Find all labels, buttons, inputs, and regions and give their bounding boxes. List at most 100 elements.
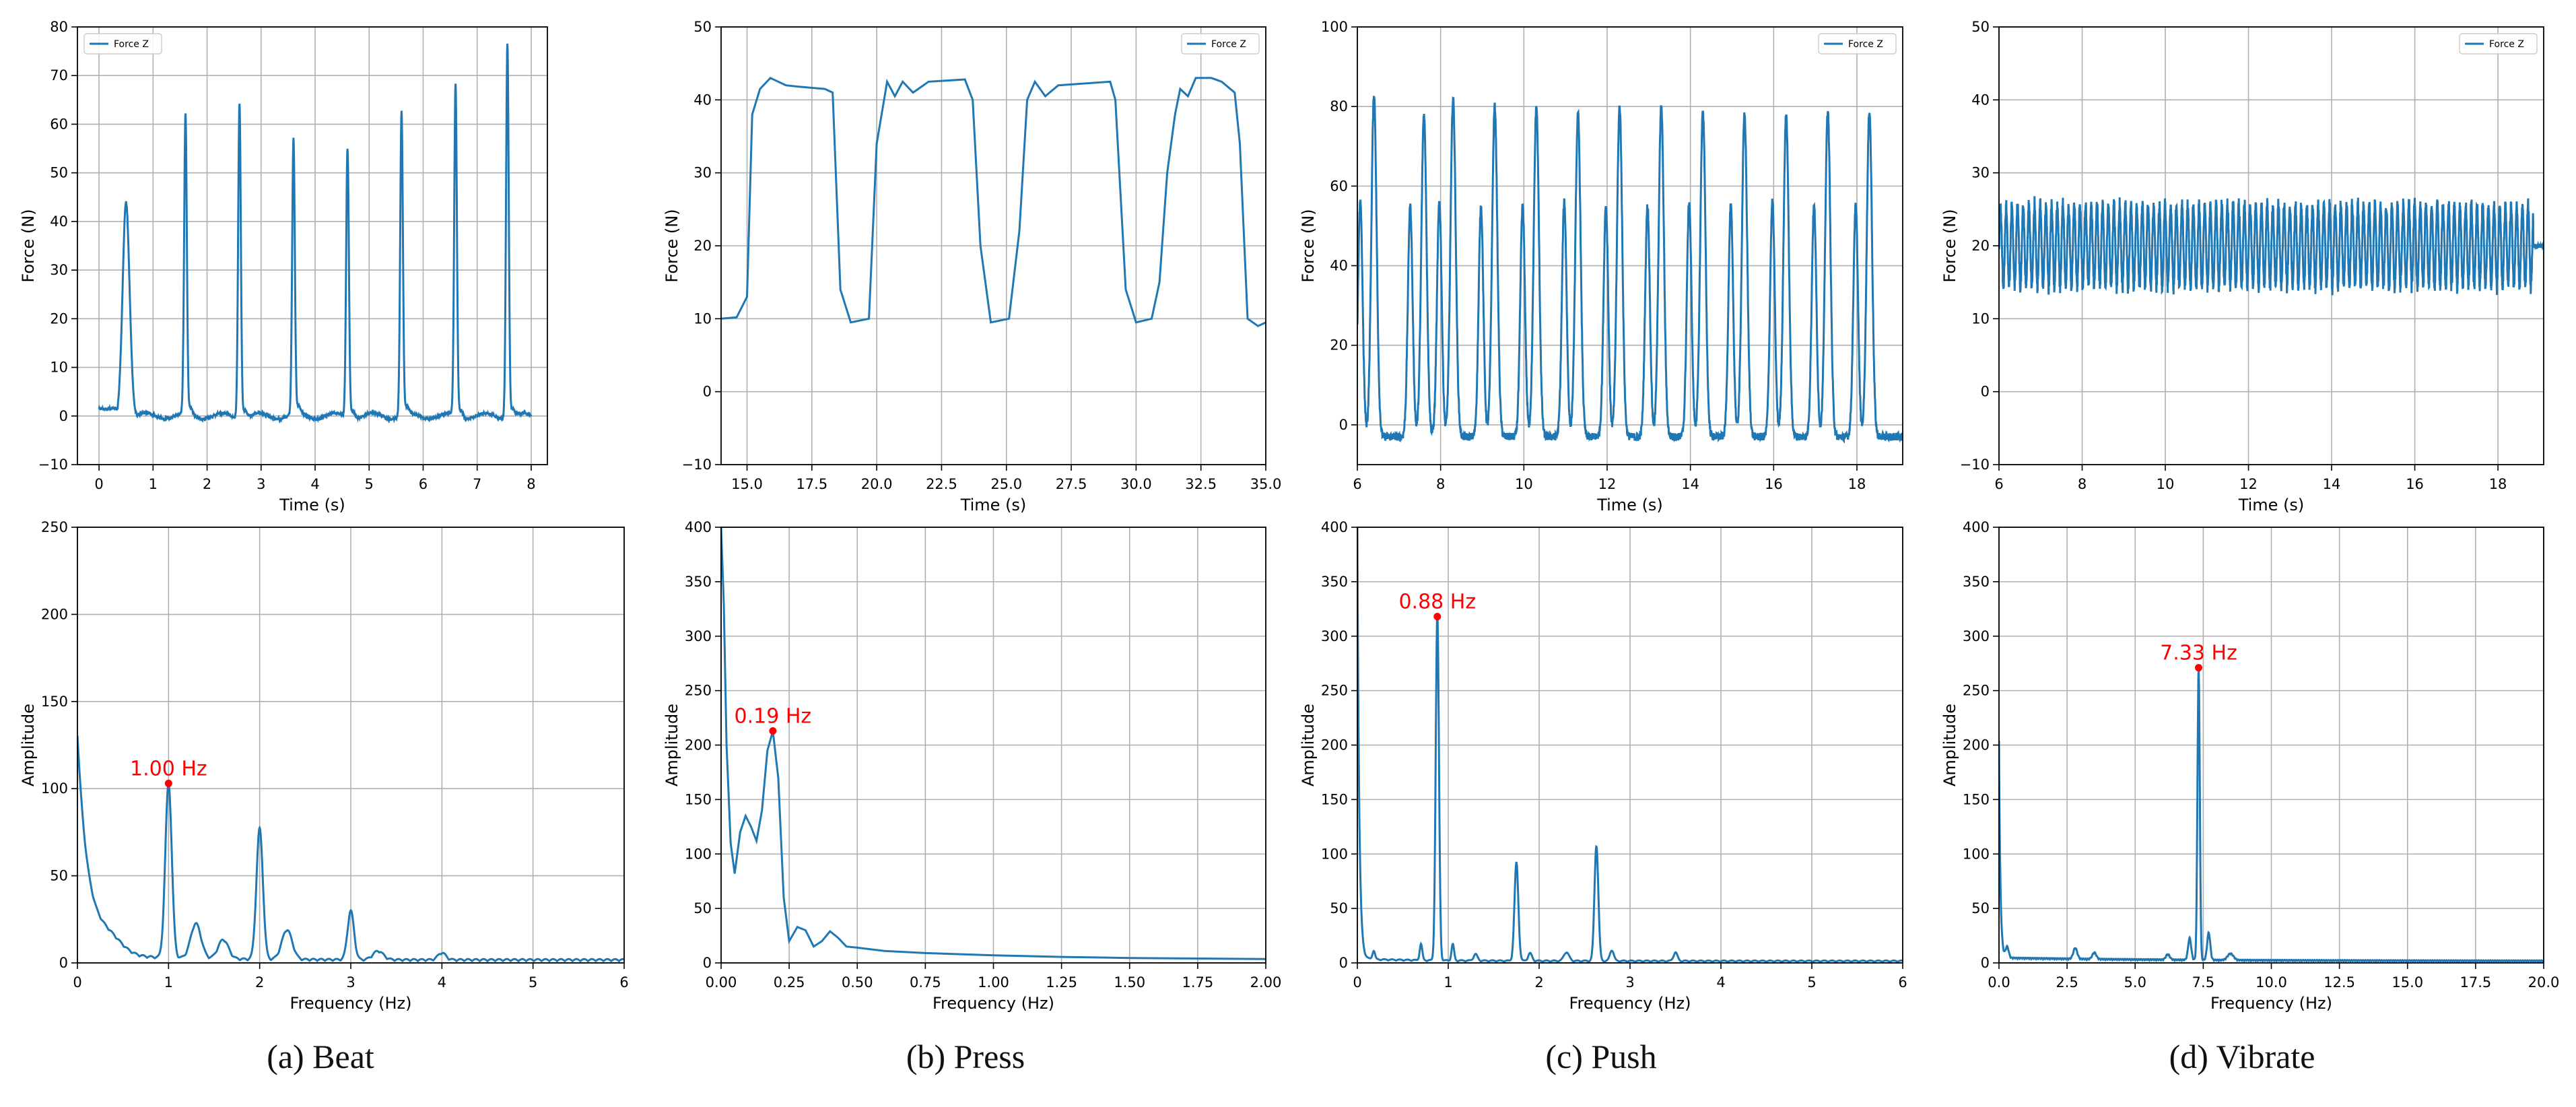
y-tick-label: 0 <box>1981 955 1990 971</box>
caption-push: (c) Push <box>1545 1038 1657 1075</box>
y-tick-label: 30 <box>50 262 68 278</box>
x-tick-label: 17.5 <box>2460 974 2491 991</box>
x-axis-label: Time (s) <box>2238 496 2305 514</box>
y-tick-label: 250 <box>1321 683 1348 699</box>
series-line-spectrum <box>721 527 1266 960</box>
y-axis-label: Force (N) <box>1940 209 1959 282</box>
chart-a-freq: 0 1 2 3 4 5 6 0 50 100 150 200 250 Frequency (Hz) Ampl… <box>19 519 629 1013</box>
y-tick-label: 300 <box>1963 628 1990 644</box>
x-tick-label: 2.5 <box>2056 974 2078 991</box>
x-tick-label: 3 <box>346 974 355 991</box>
series-line-spectrum <box>1357 527 1903 963</box>
y-tick-label: 20 <box>693 238 712 254</box>
x-tick-label: 30.0 <box>1120 476 1152 492</box>
y-tick-label: 250 <box>41 519 68 535</box>
y-tick-label: 100 <box>1321 19 1348 35</box>
y-axis-label: Force (N) <box>663 209 681 282</box>
y-tick-label: 60 <box>1330 178 1348 194</box>
y-tick-label: 80 <box>50 19 68 35</box>
y-tick-label: 10 <box>1971 310 1990 327</box>
x-tick-label: 5 <box>1807 974 1816 991</box>
legend-label: Force Z <box>1848 39 1883 50</box>
x-tick-label: 0.25 <box>774 974 805 991</box>
legend-label: Force Z <box>114 39 149 50</box>
legend-box <box>1818 33 1897 55</box>
x-axis-label: Frequency (Hz) <box>290 994 412 1013</box>
x-tick-label: 7 <box>473 476 481 492</box>
x-tick-label: 17.5 <box>796 476 827 492</box>
y-tick-label: 100 <box>41 780 68 797</box>
peak-label: 1.00 Hz <box>130 757 207 780</box>
y-tick-label: 0 <box>1339 417 1348 433</box>
x-tick-label: 0 <box>1353 974 1361 991</box>
x-tick-label: 5 <box>529 974 537 991</box>
series-line-force-z <box>1357 96 1903 444</box>
x-tick-label: 1.50 <box>1114 974 1145 991</box>
chart-d-freq: 0.0 2.5 5.0 7.5 10.0 12.5 15.0 17.5 20.0 0 50 100 15… <box>1940 519 2559 1013</box>
x-tick-label: 16 <box>1765 476 1783 492</box>
y-tick-label: 30 <box>1971 165 1990 181</box>
peak-marker <box>1433 613 1442 621</box>
y-tick-label: 250 <box>1963 683 1990 699</box>
x-tick-label: 1 <box>149 476 158 492</box>
y-tick-label: 20 <box>1971 238 1990 254</box>
y-tick-label: 400 <box>1963 519 1990 535</box>
legend-label: Force Z <box>2489 39 2524 50</box>
x-tick-label: 4 <box>1716 974 1725 991</box>
x-tick-label: 3 <box>1625 974 1634 991</box>
chart-c-time: 6 8 10 12 14 16 18 0 20 40 60 80 100 Time (s) Force (N… <box>1299 19 1903 514</box>
x-tick-label: 2.00 <box>1250 974 1282 991</box>
x-tick-label: 4 <box>438 974 446 991</box>
y-tick-label: 20 <box>1330 337 1348 354</box>
y-tick-label: 350 <box>1321 574 1348 590</box>
y-tick-label: 100 <box>685 846 712 862</box>
y-tick-label: 350 <box>1963 574 1990 590</box>
chart-a-time: 0 1 2 3 4 5 6 7 8 −10 0 10 20 30 40 50 60 70 80 Time (s) For… <box>19 19 548 514</box>
y-axis-label: Force (N) <box>1299 209 1318 282</box>
x-axis-label: Time (s) <box>1596 496 1663 514</box>
legend: Force Z <box>83 33 162 55</box>
x-tick-label: 0.0 <box>1988 974 2010 991</box>
chart-d-time: 6 8 10 12 14 16 18 −10 0 10 20 30 40 50 Time (s) Force … <box>1940 19 2544 514</box>
x-axis-label: Frequency (Hz) <box>1569 994 1691 1013</box>
x-tick-label: 1 <box>164 974 173 991</box>
x-tick-label: 0 <box>94 476 103 492</box>
y-tick-label: 50 <box>50 165 68 181</box>
y-tick-label: 50 <box>693 900 712 916</box>
x-tick-label: 1.00 <box>978 974 1009 991</box>
y-tick-label: 70 <box>50 67 68 83</box>
x-tick-label: 0.00 <box>706 974 737 991</box>
y-tick-label: 200 <box>685 737 712 753</box>
y-tick-label: 50 <box>693 19 712 35</box>
chart-b-time: 15.0 17.5 20.0 22.5 25.0 27.5 30.0 32.5 35.0 −10 0… <box>663 19 1281 514</box>
y-tick-label: 40 <box>1330 258 1348 274</box>
peak-label: 0.88 Hz <box>1398 591 1476 614</box>
x-axis-label: Frequency (Hz) <box>2210 994 2332 1013</box>
y-tick-label: 20 <box>50 310 68 327</box>
caption-vibrate: (d) Vibrate <box>2169 1038 2315 1075</box>
x-tick-label: 2 <box>255 974 264 991</box>
x-tick-label: 7.5 <box>2192 974 2214 991</box>
y-tick-label: 300 <box>1321 628 1348 644</box>
x-tick-label: 14 <box>1681 476 1699 492</box>
caption-beat: (a) Beat <box>267 1038 374 1075</box>
x-tick-label: 6 <box>619 974 628 991</box>
x-tick-label: 10 <box>1515 476 1533 492</box>
x-tick-label: 20.0 <box>2528 974 2560 991</box>
series-line-spectrum <box>1999 668 2544 963</box>
x-tick-label: 8 <box>527 476 535 492</box>
peak-marker <box>2194 664 2202 672</box>
x-tick-label: 0 <box>73 974 81 991</box>
series-line-force-z <box>1999 196 2544 296</box>
peak-marker <box>164 779 172 787</box>
x-tick-label: 6 <box>1898 974 1907 991</box>
y-tick-label: −10 <box>38 457 68 473</box>
y-tick-label: −10 <box>682 457 712 473</box>
axes-frame <box>77 26 548 465</box>
y-tick-label: 200 <box>1963 737 1990 753</box>
legend-box <box>1181 33 1260 55</box>
y-tick-label: 50 <box>50 868 68 884</box>
x-tick-label: 18 <box>1848 476 1866 492</box>
x-tick-label: 1 <box>1444 974 1452 991</box>
